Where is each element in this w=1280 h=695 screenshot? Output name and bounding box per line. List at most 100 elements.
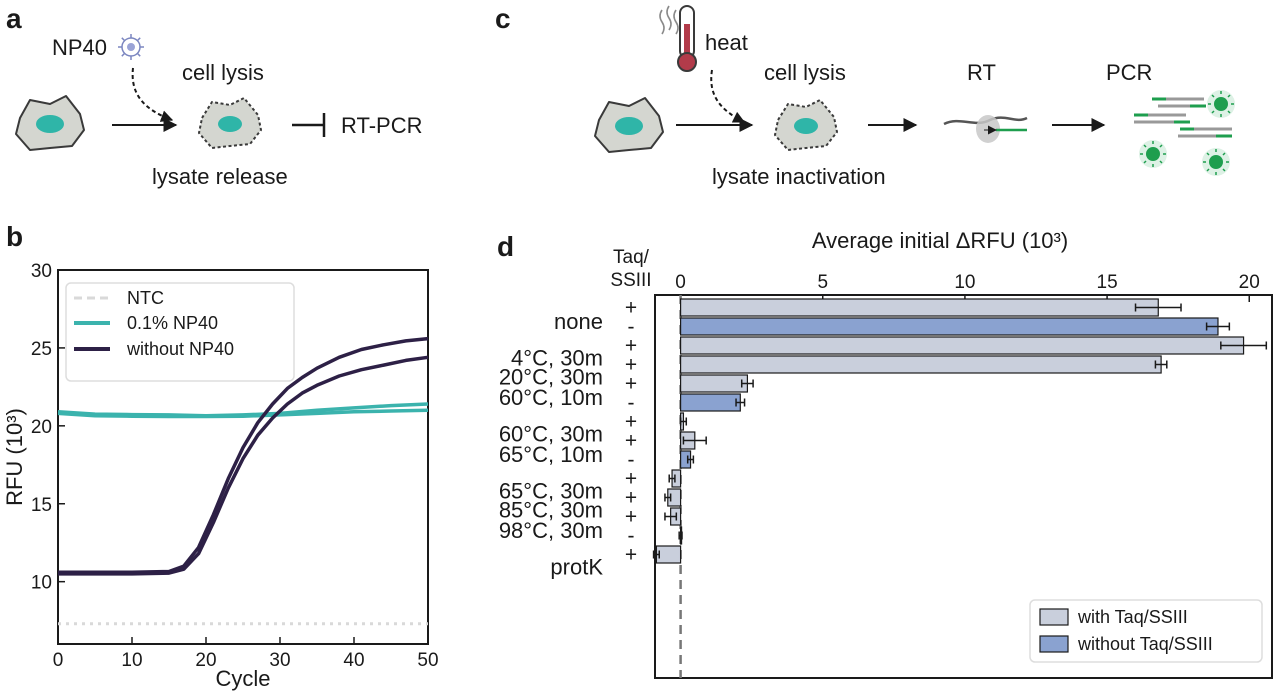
bar: [679, 393, 741, 412]
lysed-cell-icon: [198, 97, 262, 149]
inhibit-arrow: [292, 113, 326, 137]
panel-letter-a: a: [6, 3, 22, 34]
legend-label-np40: 0.1% NP40: [127, 313, 218, 333]
taq-sign: +: [625, 411, 637, 434]
intact-cell-icon: [15, 95, 85, 151]
micelle-icon: [118, 34, 144, 60]
taq-sign: -: [628, 316, 635, 339]
category-label: protK: [550, 555, 603, 580]
panel-d: d Average initial ΔRFU (10³) Taq/ SSIII …: [497, 228, 1273, 679]
taq-header-line1: Taq/: [613, 247, 650, 268]
bar-legend-box: [1029, 599, 1263, 663]
bar: [679, 355, 1162, 374]
x-tick-label: 0: [675, 272, 686, 293]
x-tick-label: 5: [817, 272, 828, 293]
legend-label-without-np40: without NP40: [126, 339, 234, 359]
legend-swatch-without-taq: [1039, 635, 1069, 653]
taq-sign: -: [628, 449, 635, 472]
taq-sign: +: [625, 487, 637, 510]
reverse-transcription-icon: [943, 115, 1028, 143]
y-tick-label: 10: [31, 573, 52, 594]
category-label: 60°C, 10m: [499, 385, 603, 410]
category-label: 85°C, 30m: [499, 498, 603, 523]
x-tick-label: 10: [121, 650, 142, 671]
bar-chart-frame: [654, 294, 1273, 679]
category-label: 4°C, 30m: [511, 346, 603, 371]
panel-c: c heat cell lysis RT PCR: [495, 3, 1235, 189]
taq-sign: +: [625, 468, 637, 491]
y-tick-label: 15: [31, 495, 52, 516]
panel-letter-c: c: [495, 3, 511, 34]
rt-pcr-label: RT-PCR: [341, 113, 423, 138]
x-tick-label: 15: [1097, 272, 1118, 293]
category-label: 20°C, 30m: [499, 365, 603, 390]
bar-chart-ticks: 0 5 10 15 20: [675, 272, 1260, 678]
category-label: 65°C, 30m: [499, 479, 603, 504]
line-legend-box: [65, 282, 295, 382]
taq-sign: +: [625, 544, 637, 567]
x-tick-label: 30: [269, 650, 290, 671]
category-label: 65°C, 10m: [499, 442, 603, 467]
line-chart-ylabel: RFU (10³): [2, 408, 27, 506]
fluorescent-probe-icon: [1202, 148, 1230, 176]
x-tick-label: 20: [195, 650, 216, 671]
rt-label: RT: [967, 60, 996, 85]
x-tick-label: 50: [417, 650, 438, 671]
panel-letter-b: b: [6, 221, 23, 252]
legend-swatch-with-taq: [1039, 608, 1069, 626]
heat-waves-icon: [659, 5, 679, 35]
lysed-cell-icon-c: [774, 99, 838, 151]
line-chart-frame: [57, 269, 429, 645]
taq-sign: +: [625, 354, 637, 377]
dotted-arrow-heat: [710, 69, 746, 123]
bar: [679, 317, 1219, 336]
legend-label-with-taq: with Taq/SSIII: [1077, 607, 1188, 627]
taq-sign: +: [625, 506, 637, 529]
category-label: 60°C, 30m: [499, 422, 603, 447]
x-tick-label: 10: [954, 272, 975, 293]
fluorescent-probe-icon: [1207, 90, 1235, 118]
taq-sign: +: [625, 335, 637, 358]
panel-letter-d: d: [497, 231, 514, 262]
category-label: none: [554, 309, 603, 334]
taq-sign: +: [625, 373, 637, 396]
lysate-inactivation-label: lysate inactivation: [712, 164, 886, 189]
np40-line: [57, 408, 429, 419]
pcr-amplicons-icon: [1134, 97, 1232, 138]
line-chart-series: [57, 336, 429, 626]
bar-chart-legend: with Taq/SSIII without Taq/SSIII: [1029, 599, 1263, 663]
legend-label-ntc: NTC: [127, 288, 164, 308]
cell-lysis-label-a: cell lysis: [182, 60, 264, 85]
without-np40-line: [58, 355, 429, 576]
bar-chart-title: Average initial ΔRFU (10³): [812, 228, 1068, 253]
bar: [655, 545, 682, 564]
bar: [679, 298, 1159, 317]
panel-a: a NP40 cell lysis RT-P: [6, 3, 423, 189]
bar: [679, 374, 749, 393]
taq-sign: -: [628, 392, 635, 415]
line-chart-xlabel: Cycle: [215, 666, 270, 691]
intact-cell-icon-c: [594, 97, 664, 153]
taq-header-line2: SSIII: [610, 270, 651, 291]
legend-label-without-taq: without Taq/SSIII: [1077, 634, 1213, 654]
x-tick-label: 40: [343, 650, 364, 671]
lysate-release-label: lysate release: [152, 164, 288, 189]
np40-label: NP40: [52, 35, 107, 60]
bar: [679, 336, 1245, 355]
taq-sign: +: [625, 430, 637, 453]
cell-lysis-label-c: cell lysis: [764, 60, 846, 85]
pcr-label: PCR: [1106, 60, 1152, 85]
x-tick-label: 20: [1239, 272, 1260, 293]
heat-label: heat: [705, 30, 748, 55]
line-chart-ticks: 0 10 20 30 40 50 10 15 20 25 30: [31, 261, 439, 671]
y-tick-label: 25: [31, 339, 52, 360]
dotted-arrow: [131, 67, 174, 122]
taq-sign: +: [625, 297, 637, 320]
category-label: 98°C, 30m: [499, 518, 603, 543]
taq-sign: -: [628, 525, 635, 548]
line-chart-legend: NTC 0.1% NP40 without NP40: [65, 282, 295, 382]
fluorescent-probe-icon: [1139, 140, 1167, 168]
